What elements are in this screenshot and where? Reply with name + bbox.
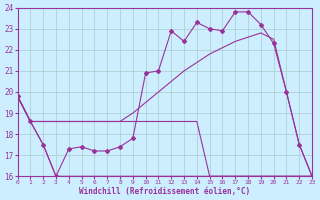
X-axis label: Windchill (Refroidissement éolien,°C): Windchill (Refroidissement éolien,°C): [79, 187, 250, 196]
